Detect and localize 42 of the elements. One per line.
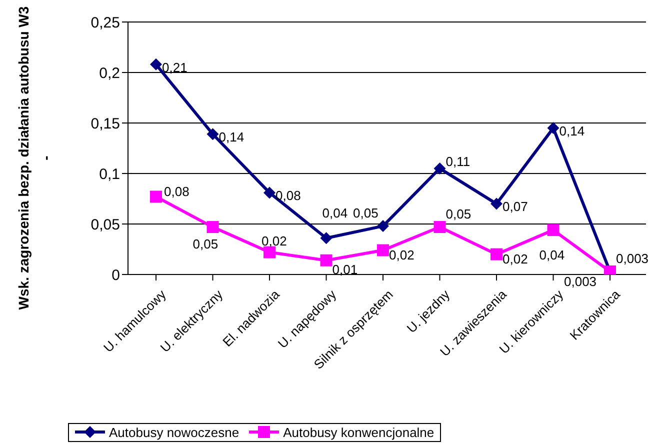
data-label: 0,05 [192, 236, 218, 252]
point [206, 128, 219, 140]
y-tick-label: 0,15 [90, 115, 120, 132]
y-tick-label: 0,05 [90, 216, 120, 234]
point [150, 58, 162, 70]
data-label: 0,02 [262, 234, 287, 249]
point [377, 244, 389, 256]
y-tick-label: 0,2 [99, 64, 120, 82]
point [490, 248, 502, 260]
legend-label: Autobusy nowoczesne [108, 424, 240, 440]
point [320, 254, 332, 266]
data-label: 0,04 [322, 206, 348, 221]
data-label: 0,003 [564, 274, 597, 289]
data-label: 0,003 [616, 250, 649, 266]
data-label: 0,05 [446, 206, 472, 222]
data-label: 0,11 [446, 154, 470, 169]
point [320, 232, 332, 244]
y-tick-label: 0,25 [90, 14, 120, 32]
point [264, 186, 276, 199]
data-label: 0,21 [162, 60, 188, 75]
data-label: 0,02 [389, 248, 414, 263]
point [377, 220, 389, 232]
y-tick-label: 0,1 [99, 166, 120, 183]
data-label: 0,14 [559, 123, 585, 138]
data-label: 0,07 [502, 199, 528, 214]
legend-label: Autobusy konwencjonalne [282, 424, 434, 440]
data-label: 0,05 [353, 205, 378, 220]
point [150, 190, 162, 203]
point [434, 221, 446, 234]
data-label: 0,08 [276, 188, 301, 204]
data-label: 0,04 [539, 247, 565, 262]
data-label: 0,02 [502, 252, 528, 267]
data-label: 0,14 [218, 130, 244, 145]
point [547, 224, 560, 236]
data-label: 0,01 [332, 262, 358, 277]
data-label: 0,08 [164, 184, 190, 200]
y-axis-title: Wsk. zagrozenia bezp. działania autobusu W3 - [15, 6, 55, 310]
point [547, 122, 560, 134]
point [434, 162, 446, 174]
point [490, 198, 502, 210]
y-tick-label: 0 [112, 266, 120, 284]
point [206, 221, 219, 234]
